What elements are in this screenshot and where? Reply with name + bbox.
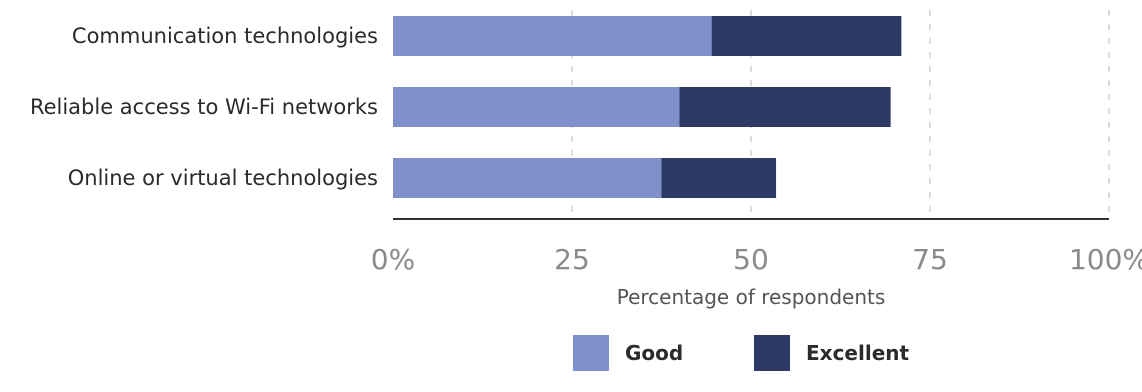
bar-good-2 <box>393 158 662 198</box>
x-tick-label-0: 0% <box>371 243 415 276</box>
x-axis: 0% 25 50 75 100% <box>371 218 1142 276</box>
legend-label-excellent: Excellent <box>806 341 909 365</box>
bar-excellent-1 <box>679 87 891 127</box>
legend-swatch-excellent <box>754 335 790 371</box>
legend: Good Excellent <box>573 335 909 371</box>
bar-excellent-2 <box>661 158 777 198</box>
x-axis-title: Percentage of respondents <box>617 285 886 309</box>
x-tick-label-2: 50 <box>733 243 769 276</box>
legend-label-good: Good <box>625 341 683 365</box>
legend-swatch-good <box>573 335 609 371</box>
bar-good-1 <box>393 87 680 127</box>
x-tick-label-3: 75 <box>912 243 948 276</box>
category-labels: Communication technologies Reliable acces… <box>30 24 378 190</box>
bar-excellent-0 <box>711 16 902 56</box>
bar-good-0 <box>393 16 712 56</box>
category-label-0: Communication technologies <box>72 24 378 48</box>
category-label-2: Online or virtual technologies <box>68 166 378 190</box>
x-tick-label-1: 25 <box>554 243 590 276</box>
category-label-1: Reliable access to Wi-Fi networks <box>30 95 378 119</box>
bars <box>393 16 902 198</box>
x-tick-label-4: 100% <box>1069 243 1142 276</box>
